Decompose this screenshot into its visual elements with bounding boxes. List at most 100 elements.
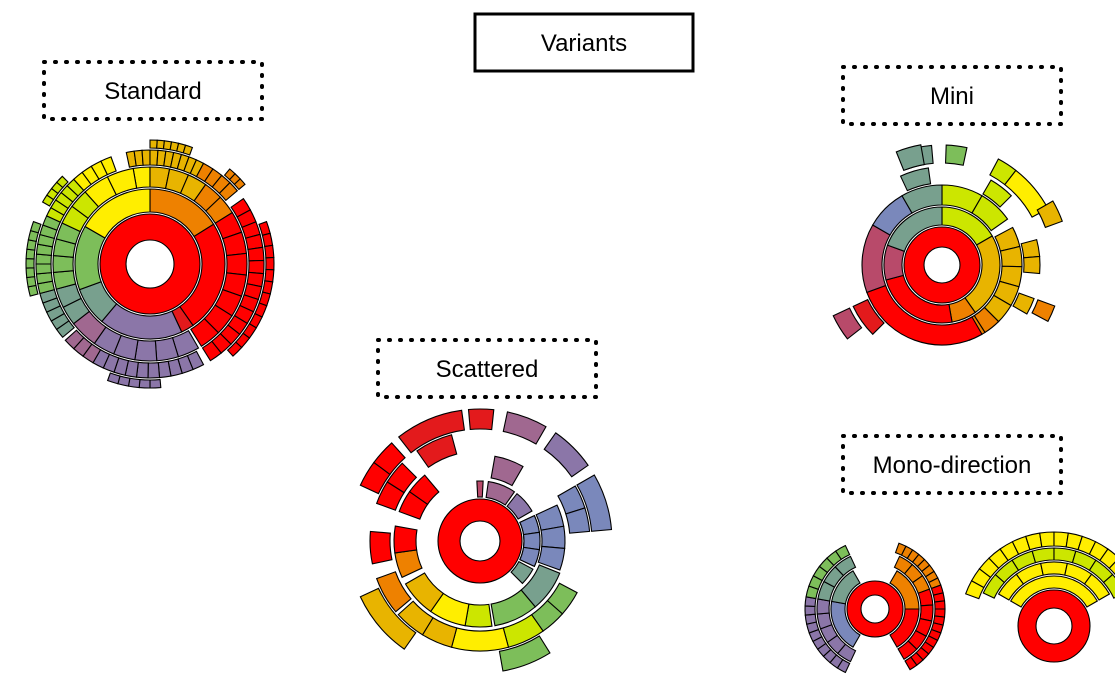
level-3-segment xyxy=(982,179,1013,208)
root-ring xyxy=(99,213,201,315)
mono-direction-sunburst-right xyxy=(964,531,1115,663)
level-2-segment xyxy=(490,455,524,487)
level-2-segment xyxy=(897,640,918,660)
level-3-segment xyxy=(248,259,265,275)
level-4-segment xyxy=(233,178,246,191)
level-3-segment xyxy=(899,167,932,192)
level-4-segment xyxy=(55,175,69,189)
level-3-segment xyxy=(1031,547,1055,564)
level-2-segment xyxy=(1040,561,1068,576)
level-4-segment xyxy=(265,256,275,271)
root-ring xyxy=(846,580,904,638)
level-4-segment xyxy=(264,268,275,283)
title-text: Variants xyxy=(541,30,627,57)
level-1-segment xyxy=(485,480,516,506)
level-2-segment xyxy=(190,317,220,348)
root-ring xyxy=(437,498,523,584)
level-4-segment xyxy=(1031,299,1056,323)
title-box: Variants xyxy=(473,12,695,73)
level-2-segment xyxy=(490,589,537,627)
level-1-segment xyxy=(831,570,861,605)
level-4-segment xyxy=(543,432,589,478)
level-3-segment xyxy=(1020,238,1041,259)
level-2-segment xyxy=(134,339,158,362)
mini-label-box: Mini xyxy=(841,65,1063,126)
level-3-segment xyxy=(804,605,816,616)
level-4-segment xyxy=(467,408,495,431)
level-3-segment xyxy=(100,156,117,176)
root-ring xyxy=(903,226,981,304)
standard-sunburst xyxy=(25,139,275,389)
level-2-segment xyxy=(464,603,493,628)
level-4-segment xyxy=(261,232,274,248)
scattered-label-box: Scattered xyxy=(376,338,598,399)
level-4-segment xyxy=(1004,169,1049,218)
level-3-segment xyxy=(218,181,239,202)
level-4-segment xyxy=(1108,561,1115,576)
level-4-segment xyxy=(359,587,417,650)
mono-label: Mono-direction xyxy=(873,452,1032,479)
level-4-segment xyxy=(502,411,547,445)
level-3-segment xyxy=(157,360,172,379)
level-3-segment xyxy=(35,263,52,275)
level-4-segment xyxy=(1039,531,1055,548)
level-3-segment xyxy=(834,544,851,561)
level-4-segment xyxy=(106,372,121,385)
level-2-segment xyxy=(537,545,566,571)
level-1-segment xyxy=(522,531,541,551)
level-4-segment xyxy=(25,267,36,279)
level-3-segment xyxy=(1012,292,1035,315)
level-2-segment xyxy=(52,254,74,274)
level-4-segment xyxy=(895,144,925,172)
mini-sunburst xyxy=(832,144,1063,346)
level-4-segment xyxy=(149,139,158,149)
level-3-segment xyxy=(416,434,458,469)
root-ring xyxy=(1017,589,1091,663)
level-2-segment xyxy=(106,167,138,196)
level-3-segment xyxy=(369,530,393,565)
level-2-segment xyxy=(971,194,1009,232)
level-3-segment xyxy=(397,600,434,636)
level-3-segment xyxy=(247,246,265,262)
level-1-segment xyxy=(84,188,151,239)
mini-label: Mini xyxy=(930,83,974,110)
level-4-segment xyxy=(149,378,162,389)
level-3-segment xyxy=(141,149,151,166)
level-2-segment xyxy=(404,572,445,613)
level-1-segment xyxy=(889,608,920,648)
level-3-segment xyxy=(933,600,946,610)
level-4-segment xyxy=(832,307,863,340)
level-3-segment xyxy=(35,272,54,285)
level-3-segment xyxy=(804,613,818,625)
level-2-segment xyxy=(394,549,423,579)
level-3-segment xyxy=(64,329,85,350)
level-4-segment xyxy=(397,409,466,454)
level-2-segment xyxy=(225,252,248,276)
mono-label-box: Mono-direction xyxy=(841,434,1063,495)
level-1-segment xyxy=(476,480,484,498)
level-1-segment xyxy=(519,546,540,568)
level-2-segment xyxy=(901,184,943,214)
level-3-segment xyxy=(375,571,412,613)
level-3-segment xyxy=(147,362,161,379)
level-4-segment xyxy=(25,248,36,260)
level-3-segment xyxy=(565,507,591,534)
level-4-segment xyxy=(576,474,613,532)
level-1-segment xyxy=(519,514,540,536)
standard-label-box: Standard xyxy=(42,60,264,121)
level-2-segment xyxy=(408,474,440,506)
level-2-segment xyxy=(393,525,418,554)
scattered-sunburst xyxy=(359,408,613,672)
level-3-segment xyxy=(1023,255,1041,275)
level-2-segment xyxy=(1083,573,1111,601)
level-4-segment xyxy=(26,276,37,288)
level-3-segment xyxy=(852,298,885,336)
level-4-segment xyxy=(25,258,35,269)
level-4-segment xyxy=(944,144,968,166)
level-2-segment xyxy=(834,555,857,577)
level-3-segment xyxy=(1102,573,1115,599)
level-1-segment xyxy=(510,560,534,585)
scattered-label: Scattered xyxy=(436,356,539,383)
level-4-segment xyxy=(226,341,243,357)
